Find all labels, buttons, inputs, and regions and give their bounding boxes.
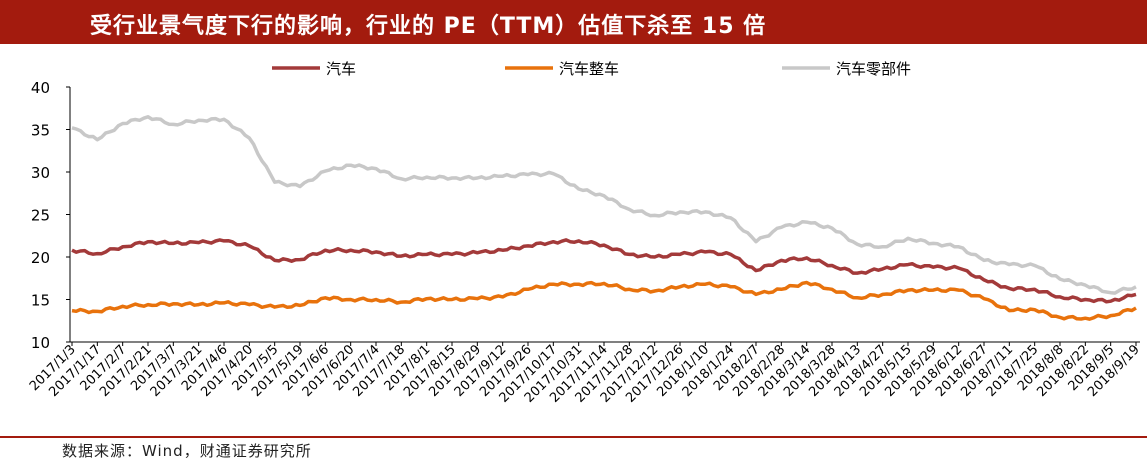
legend-label-2: 汽车整车 [559,60,619,78]
line-chart: 101520253035402017/1/32017/1/172017/2/72… [27,60,1143,406]
footer-divider [0,436,1147,438]
title-bar: 受行业景气度下行的影响，行业的 PE（TTM）估值下杀至 15 倍 [0,0,1147,44]
y-tick-label: 25 [31,207,50,225]
y-tick-label: 35 [31,122,50,140]
y-tick-label: 10 [31,334,50,352]
legend-label-3: 汽车零部件 [836,60,911,78]
y-tick-label: 30 [31,164,50,182]
series-line-1 [71,238,1137,304]
data-source-note: 数据来源：Wind，财通证券研究所 [62,442,312,460]
y-tick-label: 40 [31,79,50,97]
legend-label-1: 汽车 [326,60,356,78]
series-line-3 [71,115,1137,295]
chart-title: 受行业景气度下行的影响，行业的 PE（TTM）估值下杀至 15 倍 [90,14,767,39]
y-tick-label: 15 [31,292,50,310]
series-line-2 [71,280,1137,321]
y-tick-label: 20 [31,249,50,267]
